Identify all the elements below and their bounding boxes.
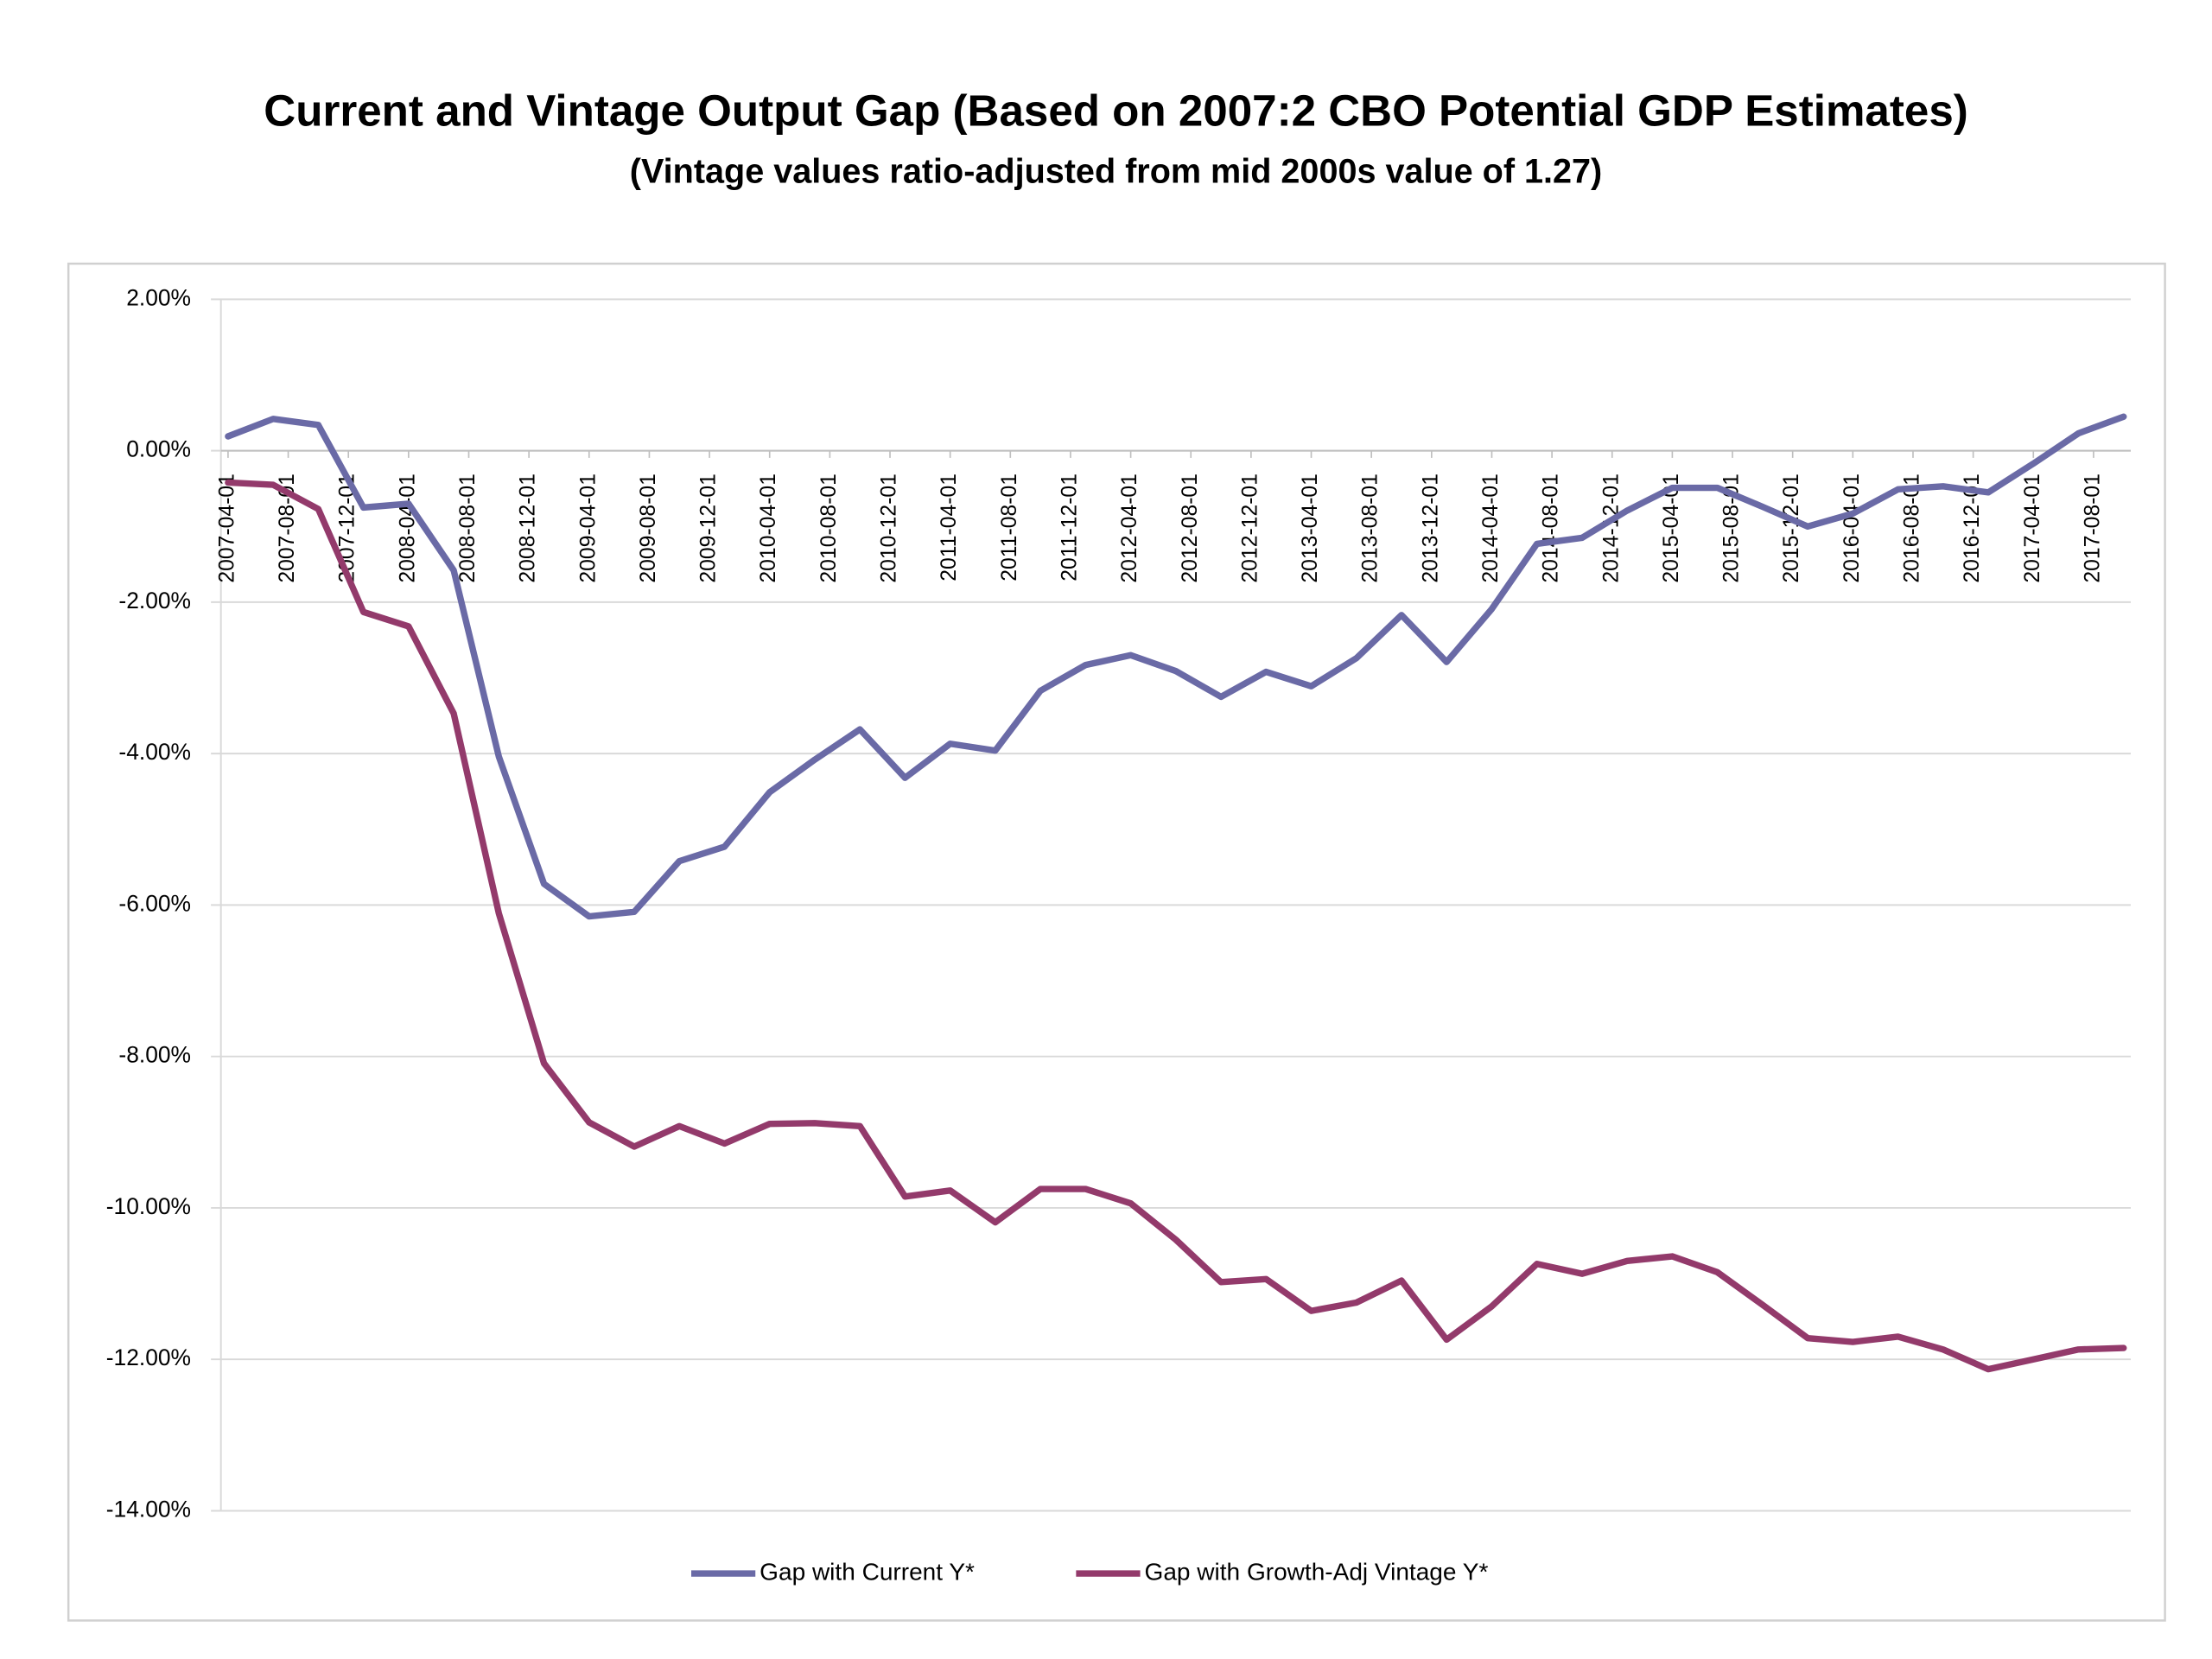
x-tick-label: 2008-08-01: [456, 474, 480, 583]
x-tick-label: 2011-12-01: [1058, 474, 1081, 582]
x-tick-label: 2009-12-01: [697, 474, 721, 583]
x-tick-label: 2011-08-01: [998, 474, 1021, 582]
x-tick-label: 2013-08-01: [1359, 474, 1382, 583]
legend-label: Gap with Current Y*: [760, 1558, 975, 1585]
x-tick-label: 2009-08-01: [637, 474, 660, 583]
x-tick-label: 2012-12-01: [1238, 474, 1262, 583]
y-tick-label: -2.00%: [118, 588, 191, 613]
x-tick-label: 2007-04-01: [215, 474, 238, 583]
y-tick-label: 0.00%: [126, 436, 191, 462]
y-tick-label: -6.00%: [118, 890, 191, 916]
chart-title: Current and Vintage Output Gap (Based on…: [264, 86, 1967, 135]
y-tick-label: 2.00%: [126, 284, 191, 310]
x-tick-label: 2013-12-01: [1419, 474, 1442, 583]
data-line: [225, 413, 2127, 920]
y-tick-label: -10.00%: [106, 1193, 191, 1219]
x-tick-label: 2016-04-01: [1840, 474, 1864, 583]
legend-label: Gap with Growth-Adj Vintage Y*: [1145, 1558, 1489, 1585]
x-tick-label: 2015-12-01: [1780, 474, 1803, 583]
x-tick-label: 2010-08-01: [817, 474, 841, 583]
y-tick-label: -4.00%: [118, 739, 191, 765]
chart-subtitle: (Vintage values ratio-adjusted from mid …: [630, 153, 1602, 191]
data-line: [225, 479, 2127, 1373]
x-tick-label: 2008-04-01: [396, 474, 419, 583]
x-tick-label: 2010-04-01: [757, 474, 780, 583]
x-tick-label: 2017-04-01: [2021, 474, 2044, 583]
y-tick-label: -12.00%: [106, 1344, 191, 1370]
x-tick-label: 2014-04-01: [1479, 474, 1503, 583]
chart-frame: [67, 262, 2166, 1622]
x-tick-label: 2009-04-01: [576, 474, 600, 583]
x-tick-label: 2011-04-01: [938, 474, 961, 582]
x-tick-label: 2017-08-01: [2081, 474, 2104, 583]
y-tick-label: -8.00%: [118, 1042, 191, 1068]
x-tick-label: 2012-04-01: [1118, 474, 1141, 583]
x-tick-label: 2012-08-01: [1179, 474, 1202, 583]
x-tick-label: 2013-04-01: [1299, 474, 1322, 583]
x-tick-label: 2010-12-01: [878, 474, 901, 583]
x-tick-label: 2014-08-01: [1540, 474, 1563, 583]
x-tick-label: 2008-12-01: [517, 474, 540, 583]
y-tick-label: -14.00%: [106, 1496, 191, 1522]
